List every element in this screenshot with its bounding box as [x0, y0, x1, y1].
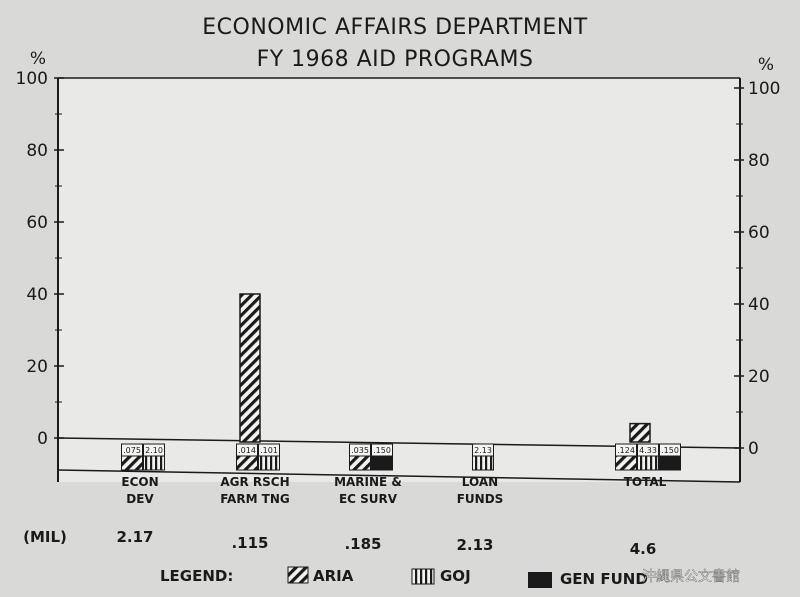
bars — [239, 293, 651, 443]
data-label-aria: .075 — [123, 446, 141, 455]
value-bar-aria — [615, 455, 637, 471]
y-right-tick-label: 60 — [748, 223, 770, 243]
value-bar-goj — [258, 455, 280, 471]
value-bar-goj — [472, 455, 494, 471]
y-right-tick-label: 20 — [748, 367, 770, 387]
y-left-tick-label: 80 — [26, 141, 48, 161]
category-total: .185 — [344, 535, 381, 553]
category-labels: ECON DEV AGR RSCH FARM TNG MARINE & EC SURV LO… — [121, 475, 666, 506]
category-total: 4.6 — [630, 540, 657, 558]
data-label-aria: .035 — [351, 446, 369, 455]
category-totals: 2.17 .115 .185 2.13 4.6 — [116, 528, 656, 558]
bar-aria — [629, 422, 651, 443]
chart-title-line-1: ECONOMIC AFFAIRS DEPARTMENT — [202, 15, 588, 40]
value-bar-aria — [349, 455, 371, 471]
bar-aria — [239, 293, 261, 443]
category-label: MARINE & — [334, 475, 402, 489]
value-bar-gen-fund — [371, 455, 393, 471]
data-label-goj: 2.10 — [145, 446, 163, 455]
y-right-tick-label: 40 — [748, 295, 770, 315]
value-bar-aria — [121, 455, 143, 471]
category-label: AGR RSCH — [220, 475, 289, 489]
category-total: 2.13 — [456, 536, 493, 554]
y-left-tick-label: 40 — [26, 285, 48, 305]
legend-label-aria: ARIA — [313, 567, 354, 585]
category-label: EC SURV — [339, 492, 398, 506]
category-label: FUNDS — [457, 492, 504, 506]
y-right-tick-label: 0 — [748, 439, 759, 459]
archive-watermark: 沖縄県公文書館 — [642, 568, 740, 585]
category-label: DEV — [126, 492, 154, 506]
legend-label-goj: GOJ — [440, 567, 471, 585]
category-label: LOAN — [462, 475, 498, 489]
data-label-gen-fund: .150 — [661, 446, 679, 455]
y-right-tick-label: 80 — [748, 151, 770, 171]
y-axis-right-label: % — [758, 55, 774, 75]
data-label-goj: .101 — [260, 446, 278, 455]
data-label-gen-fund: .150 — [373, 446, 391, 455]
legend-swatch-gen-fund — [528, 572, 552, 588]
value-bar-goj — [637, 455, 659, 471]
legend-title: LEGEND: — [160, 567, 233, 585]
legend-swatch-aria — [287, 566, 309, 584]
data-label-goj: 4.33 — [639, 446, 657, 455]
legend-label-gen-fund: GEN FUND — [560, 570, 648, 588]
y-left-tick-label: 0 — [37, 429, 48, 449]
y-axis-left-label: % — [30, 49, 46, 69]
data-label-goj: 2.13 — [474, 446, 492, 455]
y-left-tick-label: 60 — [26, 213, 48, 233]
y-axis-left-ticks: 100 80 60 40 20 0 — [16, 69, 64, 449]
y-right-tick-label: 100 — [748, 79, 780, 99]
value-bar-aria — [236, 455, 258, 471]
y-left-tick-label: 20 — [26, 357, 48, 377]
chart-title-line-2: FY 1968 AID PROGRAMS — [257, 47, 534, 72]
value-strip: .075 2.10 .014 .101 .035 .150 2.13 .124 4.33 .150 — [121, 443, 681, 471]
category-total: .115 — [231, 534, 268, 552]
category-baseline — [57, 469, 741, 483]
category-label: ECON — [121, 475, 158, 489]
category-label: FARM TNG — [220, 492, 290, 506]
y-axis-right-ticks: 100 80 60 40 20 0 — [734, 79, 780, 459]
category-total: 2.17 — [116, 528, 153, 546]
plot-area — [58, 78, 740, 482]
value-bar-gen-fund — [659, 455, 681, 471]
totals-unit-label: (MIL) — [23, 528, 67, 546]
y-left-tick-label: 100 — [16, 69, 48, 89]
data-label-aria: .014 — [238, 446, 256, 455]
category-label: TOTAL — [624, 475, 667, 489]
legend: LEGEND: ARIA GOJ GEN FUND — [160, 566, 648, 588]
value-bar-goj — [143, 455, 165, 471]
legend-swatch-goj — [411, 568, 435, 585]
data-label-aria: .124 — [617, 446, 635, 455]
